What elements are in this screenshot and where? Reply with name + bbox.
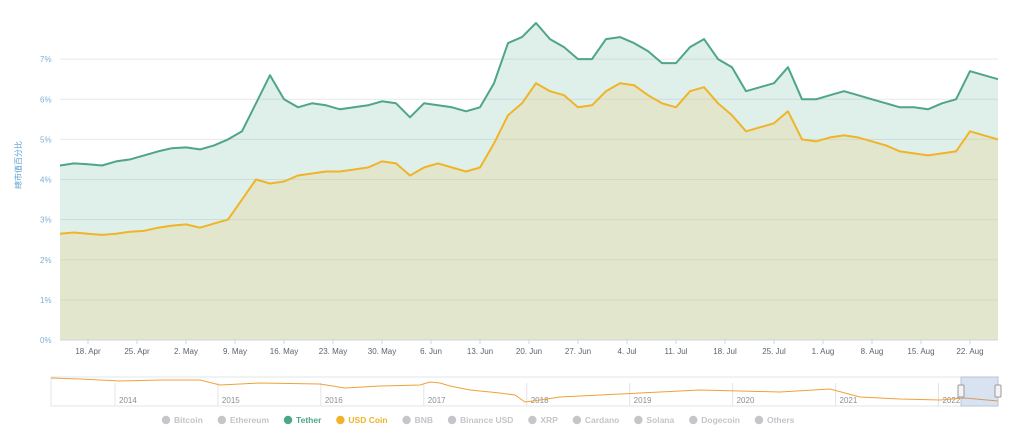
x-tick-label: 30. May — [368, 347, 396, 356]
x-tick-label: 23. May — [319, 347, 347, 356]
legend-marker — [634, 415, 643, 425]
legend-label: Tether — [296, 415, 322, 425]
navigator-year-label: 2014 — [119, 396, 137, 405]
legend-label: Binance USD — [460, 415, 513, 425]
legend-label: Bitcoin — [174, 415, 203, 425]
legend-item[interactable]: Tether — [283, 415, 322, 425]
y-tick-label: 5% — [40, 135, 52, 144]
navigator-handle[interactable] — [957, 384, 965, 398]
legend-item[interactable]: Bitcoin — [161, 415, 203, 425]
legend-item[interactable]: Ethereum — [217, 415, 270, 425]
legend-item[interactable]: Binance USD — [447, 415, 514, 425]
x-tick-label: 6. Jun — [420, 347, 442, 356]
x-tick-label: 25. Jul — [762, 347, 786, 356]
y-tick-label: 7% — [40, 55, 52, 64]
navigator-year-label: 2019 — [634, 396, 652, 405]
x-tick-label: 4. Jul — [617, 347, 636, 356]
series-areas — [60, 23, 998, 340]
navigator-selection[interactable] — [960, 376, 999, 407]
x-tick-label: 22. Aug — [956, 347, 983, 356]
legend: Bitcoin Ethereum Tether USD Coin BNB Binance … — [161, 415, 795, 425]
legend-label: XRP — [540, 415, 558, 425]
legend-label: Solana — [646, 415, 674, 425]
y-tick-label: 4% — [40, 176, 52, 185]
series-line-usd-coin[interactable] — [59, 82, 999, 236]
x-tick-label: 13. Jun — [467, 347, 493, 356]
x-tick-label: 1. Aug — [812, 347, 835, 356]
x-tick-label: 25. Apr — [124, 347, 150, 356]
legend-label: USD Coin — [348, 415, 387, 425]
series-area-tether — [60, 23, 998, 340]
legend-marker — [754, 415, 764, 425]
x-tick-label: 16. May — [270, 347, 298, 356]
x-tick-label: 27. Jun — [565, 347, 591, 356]
navigator-year-label: 2020 — [737, 396, 755, 405]
y-axis-label: 總市值百分比 — [13, 141, 23, 189]
legend-label: Dogecoin — [701, 415, 740, 425]
legend-item[interactable]: Solana — [634, 415, 675, 425]
navigator-year-label: 2022 — [942, 396, 960, 405]
legend-marker — [283, 415, 293, 425]
series-line-tether[interactable] — [59, 22, 999, 167]
x-tick-label: 9. May — [223, 347, 247, 356]
navigator-year-label: 2015 — [222, 396, 240, 405]
legend-marker — [572, 415, 582, 425]
navigator-year-label: 2016 — [325, 396, 343, 405]
legend-marker — [161, 415, 171, 425]
legend-item[interactable]: Cardano — [572, 415, 620, 425]
legend-item[interactable]: USD Coin — [336, 415, 388, 425]
navigator-year-label: 2017 — [428, 396, 446, 405]
grid-lines — [60, 58, 998, 341]
legend-item[interactable]: Others — [754, 415, 795, 425]
legend-marker — [402, 415, 411, 425]
navigator-handle[interactable] — [994, 384, 1002, 398]
series-lines — [59, 22, 999, 236]
legend-label: BNB — [415, 415, 433, 425]
x-axis: 18. Apr 25. Apr 2. May 9. May 16. May 23. May… — [60, 339, 998, 356]
x-tick-label: 18. Jul — [713, 347, 737, 356]
y-tick-label: 2% — [40, 256, 52, 265]
x-tick-label: 18. Apr — [75, 347, 101, 356]
x-tick-label: 11. Jul — [665, 347, 688, 356]
x-tick-label: 15. Aug — [907, 347, 934, 356]
y-tick-label: 3% — [40, 216, 52, 225]
legend-label: Cardano — [585, 415, 619, 425]
y-tick-label: 0% — [40, 336, 52, 345]
x-tick-label: 2. May — [174, 347, 198, 356]
range-navigator[interactable]: 2014 2015 2016 2017 2018 2019 2020 2021 2022 — [50, 376, 1002, 407]
series-area-usd-coin — [60, 83, 998, 340]
legend-marker — [447, 415, 457, 425]
legend-marker — [336, 415, 345, 425]
legend-marker — [689, 415, 698, 425]
legend-label: Others — [767, 415, 795, 425]
navigator-series-line — [50, 377, 999, 403]
y-tick-label: 1% — [40, 296, 52, 305]
legend-item[interactable]: XRP — [528, 415, 558, 425]
legend-marker — [528, 415, 537, 425]
legend-label: Ethereum — [230, 415, 270, 425]
y-tick-label: 6% — [40, 95, 52, 104]
navigator-year-label: 2021 — [840, 396, 858, 405]
legend-item[interactable]: Dogecoin — [689, 415, 740, 425]
legend-marker — [217, 415, 227, 425]
legend-item[interactable]: BNB — [402, 415, 433, 425]
x-tick-label: 8. Aug — [861, 347, 884, 356]
x-tick-label: 20. Jun — [516, 347, 542, 356]
y-axis: 0% 1% 2% 3% 4% 5% 6% 7% — [40, 55, 52, 345]
